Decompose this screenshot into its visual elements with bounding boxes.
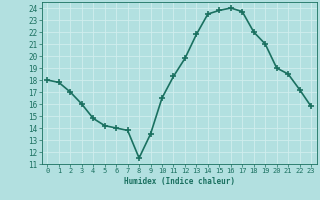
X-axis label: Humidex (Indice chaleur): Humidex (Indice chaleur) [124, 177, 235, 186]
